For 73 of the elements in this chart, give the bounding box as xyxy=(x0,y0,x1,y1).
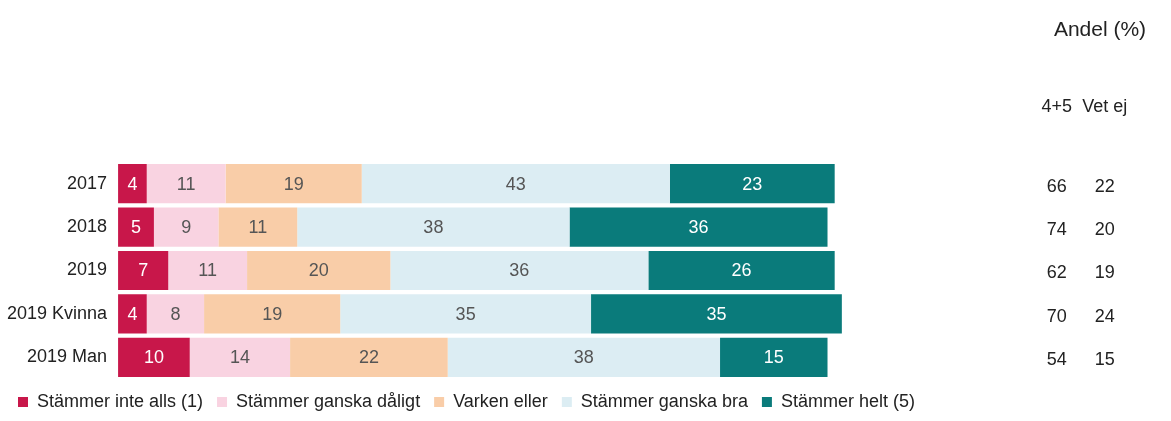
data-label: 9 xyxy=(181,217,192,238)
bar xyxy=(218,207,298,247)
legend-label: Stämmer helt (5) xyxy=(780,390,915,411)
data-label: 74 xyxy=(1046,219,1067,240)
bar xyxy=(118,294,147,334)
data-label: 66 xyxy=(1046,175,1067,196)
legend-label: Stämmer ganska bra xyxy=(580,390,749,411)
bar xyxy=(569,207,828,247)
data-label: 10 xyxy=(143,347,164,368)
data-label: 8 xyxy=(170,303,181,324)
data-label: 38 xyxy=(573,347,594,368)
data-label: 70 xyxy=(1046,305,1067,326)
data-label: 4 xyxy=(127,173,138,194)
data-label: 24 xyxy=(1094,305,1115,326)
bar xyxy=(290,337,448,377)
data-label: 38 xyxy=(423,217,444,238)
data-label: 54 xyxy=(1046,349,1067,370)
data-label: 7 xyxy=(138,260,149,281)
data-label: 15 xyxy=(1094,349,1115,370)
y-tick-label: 2018 xyxy=(67,216,108,237)
bar xyxy=(118,337,190,377)
bar xyxy=(146,294,205,334)
bar xyxy=(168,250,248,291)
data-label: 22 xyxy=(1094,175,1115,196)
data-label: 19 xyxy=(262,303,283,324)
x-tick-label: 4+5 xyxy=(1041,96,1072,117)
bar xyxy=(204,294,341,334)
y-tick-label: 2017 xyxy=(67,172,108,193)
data-label: 23 xyxy=(742,173,763,194)
chart-title: Andel (%) xyxy=(1053,16,1147,40)
bar xyxy=(361,164,670,204)
bar xyxy=(297,207,570,247)
y-tick-label: 2019 Man xyxy=(27,346,108,367)
y-tick-label: 2019 Kvinna xyxy=(6,302,109,323)
bar xyxy=(340,294,592,334)
data-label: 19 xyxy=(1094,262,1115,283)
bar xyxy=(648,250,835,291)
bar xyxy=(669,164,835,204)
data-label: 62 xyxy=(1046,262,1067,283)
legend-label: Stämmer inte alls (1) xyxy=(37,390,204,411)
data-label: 35 xyxy=(455,303,476,324)
data-label: 36 xyxy=(688,217,709,238)
bar xyxy=(390,250,649,291)
y-tick-label: 2019 xyxy=(67,259,108,280)
data-label: 36 xyxy=(509,260,530,281)
x-tick-label: Vet ej xyxy=(1082,96,1128,117)
data-label: 20 xyxy=(308,260,329,281)
data-label: 19 xyxy=(283,173,304,194)
bar xyxy=(225,164,362,204)
data-label: 35 xyxy=(706,303,727,324)
bar xyxy=(247,250,391,291)
data-label: 26 xyxy=(731,260,752,281)
legend-label: Stämmer ganska dåligt xyxy=(236,390,421,411)
data-label: 11 xyxy=(176,173,196,194)
bar xyxy=(118,207,154,247)
data-label: 11 xyxy=(198,260,217,281)
bar xyxy=(118,164,147,204)
data-label: 43 xyxy=(505,173,526,194)
bar xyxy=(118,250,169,291)
data-label: 11 xyxy=(248,217,268,238)
data-label: 22 xyxy=(358,347,379,368)
bar xyxy=(153,207,219,247)
data-label: 5 xyxy=(130,217,141,238)
data-label: 14 xyxy=(229,347,250,368)
bar xyxy=(146,164,226,204)
data-label: 4 xyxy=(127,303,138,324)
bar xyxy=(189,337,291,377)
bar xyxy=(591,294,842,334)
legend-label: Varken eller xyxy=(453,390,548,411)
data-label: 20 xyxy=(1094,219,1115,240)
data-label: 15 xyxy=(763,347,784,368)
bar xyxy=(447,337,721,377)
bar xyxy=(720,337,828,377)
